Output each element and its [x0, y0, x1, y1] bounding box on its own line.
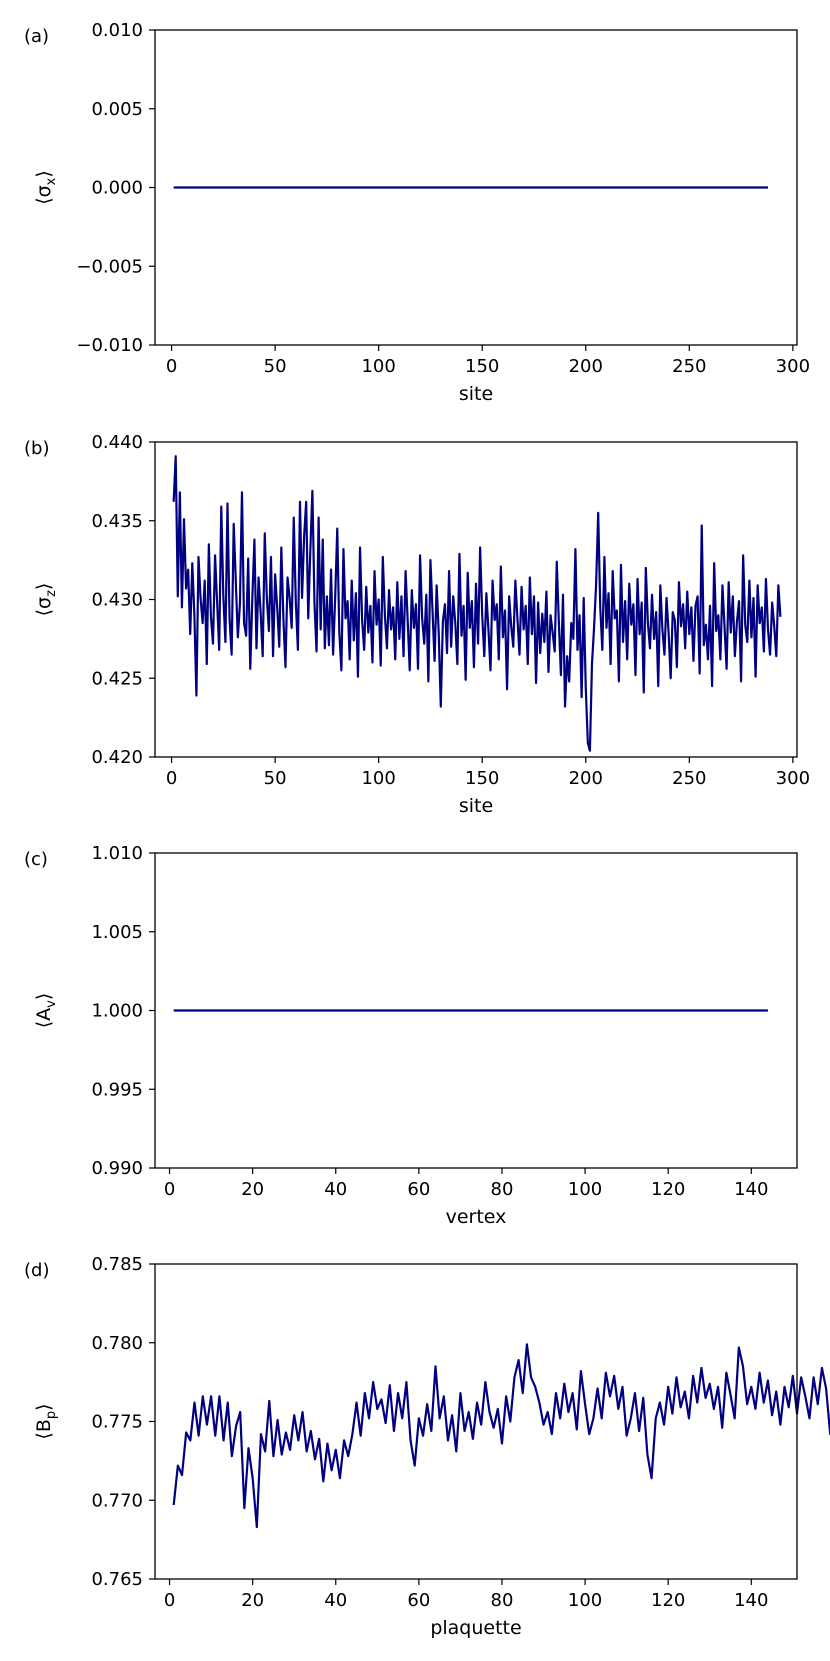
series-line	[172, 455, 782, 752]
y-axis-label-subscript: p	[44, 1411, 59, 1419]
x-tick-label: 0	[166, 356, 177, 377]
y-axis-label-subscript: v	[44, 1000, 59, 1008]
y-tick-label: 0.780	[91, 1333, 143, 1354]
x-tick-label: 60	[407, 1179, 430, 1200]
y-tick-label: 0.420	[91, 747, 143, 768]
plot-frame	[154, 1263, 798, 1580]
x-tick-label: 250	[672, 768, 706, 789]
chart-panel-c: (c) 0 20 40 60 80 100 120 140 0.990 0.995 1.000 1.00…	[24, 843, 798, 1228]
y-axis-label: ⟨Av⟩	[33, 993, 59, 1029]
chart-panel-a: (a) 0 50 100 150 200 250 300 −0.010 −0.005 0.000 0.…	[24, 20, 810, 405]
y-axis-label-close: ⟩	[33, 583, 55, 590]
y-axis-label: ⟨σx⟩	[33, 170, 59, 205]
y-axis-label-subscript: x	[44, 177, 59, 185]
y-axis-label-main: ⟨B	[33, 1419, 55, 1439]
y-tick-label: 0.785	[91, 1254, 143, 1275]
y-tick-label: 0.010	[91, 20, 143, 41]
y-tick-label: 0.430	[91, 590, 143, 611]
x-tick-label: 200	[569, 356, 603, 377]
x-tick-label: 20	[241, 1179, 264, 1200]
series-line	[172, 1343, 830, 1529]
x-axis-label: site	[459, 383, 493, 405]
x-tick-label: 140	[734, 1590, 768, 1611]
x-tick-label: 100	[361, 768, 395, 789]
y-axis-label: ⟨σz⟩	[33, 583, 59, 617]
y-tick-label: 0.765	[91, 1569, 143, 1590]
x-tick-label: 300	[776, 356, 810, 377]
x-tick-label: 50	[264, 356, 287, 377]
x-axis-label: vertex	[446, 1206, 507, 1228]
chart-panel-d: (d) 0 20 40 60 80 100 120 140 0.765 0.770 0.775 0.78…	[24, 1254, 830, 1639]
y-tick-label: 1.000	[91, 1001, 143, 1022]
x-tick-label: 20	[241, 1590, 264, 1611]
x-tick-label: 80	[491, 1590, 514, 1611]
y-tick-label: 0.435	[91, 511, 143, 532]
x-tick-label: 150	[465, 356, 499, 377]
y-axis-label-main: ⟨A	[33, 1008, 55, 1028]
y-tick-label: 0.995	[91, 1079, 143, 1100]
x-tick-label: 150	[465, 768, 499, 789]
x-tick-label: 120	[651, 1590, 685, 1611]
x-tick-label: 50	[264, 768, 287, 789]
x-tick-label: 80	[491, 1179, 514, 1200]
x-tick-label: 40	[324, 1179, 347, 1200]
x-tick-label: 100	[568, 1590, 602, 1611]
x-tick-label: 0	[164, 1179, 175, 1200]
y-tick-label: 0.770	[91, 1490, 143, 1511]
y-axis-label-subscript: z	[44, 590, 59, 597]
y-tick-label: −0.010	[76, 335, 143, 356]
x-tick-label: 0	[166, 768, 177, 789]
x-tick-label: 140	[734, 1179, 768, 1200]
x-axis-label: site	[459, 795, 493, 817]
x-tick-label: 40	[324, 1590, 347, 1611]
panel-label: (d)	[24, 1260, 49, 1281]
panel-label: (a)	[24, 26, 49, 47]
x-tick-label: 100	[361, 356, 395, 377]
y-tick-label: −0.005	[76, 256, 143, 277]
x-tick-label: 300	[776, 768, 810, 789]
panel-label: (c)	[24, 849, 48, 870]
x-tick-label: 100	[568, 1179, 602, 1200]
y-tick-label: 0.425	[91, 668, 143, 689]
chart-panel-b: (b) 0 50 100 150 200 250 300 0.420 0.425 0.430 0.43…	[24, 432, 810, 817]
x-tick-label: 0	[164, 1590, 175, 1611]
x-tick-label: 60	[407, 1590, 430, 1611]
y-tick-label: 0.775	[91, 1412, 143, 1433]
panel-label: (b)	[24, 438, 49, 459]
y-axis-label-main: ⟨σ	[33, 597, 55, 616]
y-tick-label: 0.000	[91, 178, 143, 199]
y-axis-label-main: ⟨σ	[33, 185, 55, 204]
y-axis-label-close: ⟩	[33, 1403, 55, 1410]
y-axis-label-close: ⟩	[33, 170, 55, 177]
y-tick-label: 0.440	[91, 432, 143, 453]
y-axis-label-close: ⟩	[33, 993, 55, 1000]
x-axis-label: plaquette	[430, 1617, 521, 1639]
x-tick-label: 200	[569, 768, 603, 789]
x-tick-label: 120	[651, 1179, 685, 1200]
y-tick-label: 1.005	[91, 922, 143, 943]
y-tick-label: 0.005	[91, 99, 143, 120]
y-tick-label: 0.990	[91, 1158, 143, 1179]
y-axis-label: ⟨Bp⟩	[33, 1403, 59, 1439]
x-tick-label: 250	[672, 356, 706, 377]
y-tick-label: 1.010	[91, 843, 143, 864]
